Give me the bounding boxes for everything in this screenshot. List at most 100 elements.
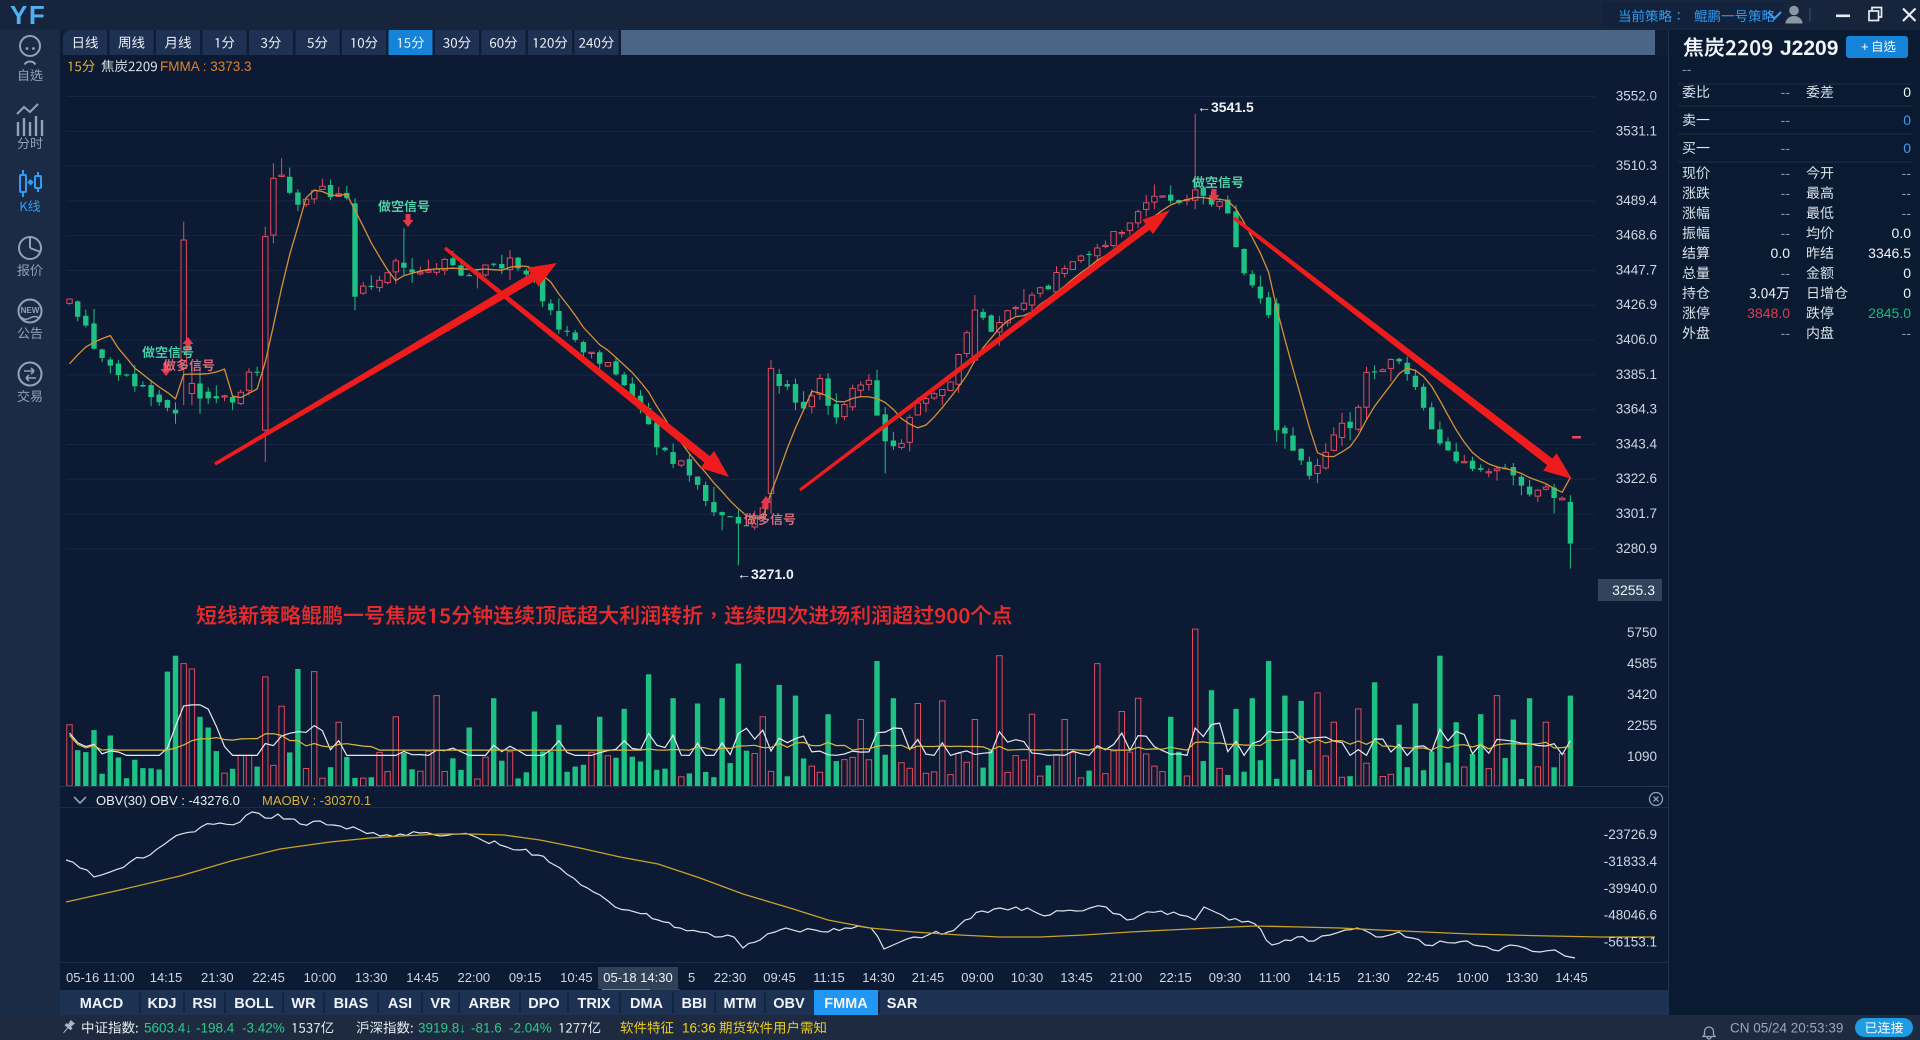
svg-text:3468.6: 3468.6 bbox=[1616, 228, 1657, 243]
svg-text:--: -- bbox=[1781, 265, 1791, 281]
svg-text:←3271.0: ←3271.0 bbox=[737, 566, 794, 582]
svg-text:5603.4↓: 5603.4↓ bbox=[144, 1021, 192, 1036]
svg-text:VR: VR bbox=[430, 996, 451, 1012]
svg-text:KDJ: KDJ bbox=[147, 996, 176, 1012]
svg-text:0: 0 bbox=[1903, 84, 1911, 100]
svg-text:3919.8↓: 3919.8↓ bbox=[418, 1021, 466, 1036]
svg-text:DPO: DPO bbox=[528, 996, 559, 1012]
svg-text:10:00: 10:00 bbox=[304, 970, 337, 985]
svg-text:DMA: DMA bbox=[630, 996, 664, 1012]
svg-text:11:15: 11:15 bbox=[813, 970, 845, 985]
svg-text:--: -- bbox=[1781, 205, 1791, 221]
svg-text:FMMA : 3373.3: FMMA : 3373.3 bbox=[160, 59, 252, 74]
svg-text:3364.3: 3364.3 bbox=[1616, 402, 1657, 417]
svg-text:BIAS: BIAS bbox=[334, 996, 369, 1012]
svg-text:--: -- bbox=[1781, 185, 1791, 201]
svg-text:--: -- bbox=[1781, 165, 1791, 181]
svg-text:13:30: 13:30 bbox=[355, 970, 388, 985]
svg-text:0: 0 bbox=[1903, 140, 1911, 156]
svg-text:-23726.9: -23726.9 bbox=[1604, 827, 1657, 842]
svg-text:09:00: 09:00 bbox=[961, 970, 994, 985]
svg-text:3426.9: 3426.9 bbox=[1616, 297, 1657, 312]
svg-text:3343.4: 3343.4 bbox=[1616, 437, 1658, 452]
svg-text:3301.7: 3301.7 bbox=[1616, 506, 1657, 521]
svg-text:←3541.5: ←3541.5 bbox=[1197, 99, 1254, 115]
svg-text:05-16 11:00: 05-16 11:00 bbox=[66, 970, 134, 985]
svg-text:3447.7: 3447.7 bbox=[1616, 263, 1657, 278]
svg-text:10:00: 10:00 bbox=[1456, 970, 1489, 985]
svg-text:0: 0 bbox=[1903, 285, 1911, 301]
svg-text:3420: 3420 bbox=[1627, 687, 1657, 702]
svg-text:--: -- bbox=[1781, 325, 1791, 341]
svg-text:TRIX: TRIX bbox=[577, 996, 610, 1012]
svg-text:3510.3: 3510.3 bbox=[1616, 158, 1657, 173]
svg-text:14:45: 14:45 bbox=[406, 970, 439, 985]
svg-text:BOLL: BOLL bbox=[234, 996, 274, 1012]
svg-text:14:30: 14:30 bbox=[862, 970, 895, 985]
svg-text:14:15: 14:15 bbox=[150, 970, 183, 985]
svg-text:0.0: 0.0 bbox=[1771, 245, 1791, 261]
svg-text:ARBR: ARBR bbox=[469, 996, 511, 1012]
svg-text:RSI: RSI bbox=[192, 996, 216, 1012]
svg-text:MTM: MTM bbox=[723, 996, 756, 1012]
svg-text:5: 5 bbox=[688, 970, 695, 985]
svg-text:22:15: 22:15 bbox=[1159, 970, 1192, 985]
svg-text:3848.0: 3848.0 bbox=[1747, 305, 1790, 321]
svg-text:14:45: 14:45 bbox=[1555, 970, 1588, 985]
svg-text:+: + bbox=[1861, 39, 1869, 54]
svg-text:MACD: MACD bbox=[80, 996, 124, 1012]
svg-text:-31833.4: -31833.4 bbox=[1604, 854, 1658, 869]
svg-text:FMMA: FMMA bbox=[824, 996, 868, 1012]
svg-text:0.0: 0.0 bbox=[1892, 225, 1912, 241]
svg-text:MAOBV : -30370.1: MAOBV : -30370.1 bbox=[262, 793, 371, 808]
svg-text:11:00: 11:00 bbox=[1259, 970, 1291, 985]
svg-text:--: -- bbox=[1781, 84, 1791, 100]
svg-text:0: 0 bbox=[1903, 265, 1911, 281]
svg-text:10:30: 10:30 bbox=[1011, 970, 1044, 985]
svg-text:--: -- bbox=[1902, 325, 1912, 341]
svg-text:09:30: 09:30 bbox=[1209, 970, 1242, 985]
svg-text:-2.04%: -2.04% bbox=[509, 1021, 552, 1036]
svg-text:3552.0: 3552.0 bbox=[1616, 89, 1657, 104]
svg-text:3255.3: 3255.3 bbox=[1612, 582, 1655, 598]
svg-text:21:45: 21:45 bbox=[912, 970, 945, 985]
svg-text:09:15: 09:15 bbox=[509, 970, 542, 985]
svg-text:SAR: SAR bbox=[887, 996, 918, 1012]
svg-text:--: -- bbox=[1902, 165, 1912, 181]
svg-text:BBI: BBI bbox=[682, 996, 707, 1012]
svg-text:0: 0 bbox=[1903, 112, 1911, 128]
svg-text:J2209: J2209 bbox=[1780, 37, 1838, 60]
svg-text:22:00: 22:00 bbox=[458, 970, 491, 985]
svg-text:21:00: 21:00 bbox=[1110, 970, 1143, 985]
svg-text:10:45: 10:45 bbox=[560, 970, 593, 985]
svg-text:-56153.1: -56153.1 bbox=[1604, 935, 1657, 950]
svg-text:13:30: 13:30 bbox=[1506, 970, 1539, 985]
svg-text:21:30: 21:30 bbox=[201, 970, 234, 985]
svg-text:1090: 1090 bbox=[1627, 749, 1657, 764]
svg-text:-48046.6: -48046.6 bbox=[1604, 908, 1657, 923]
svg-text:--: -- bbox=[1902, 185, 1912, 201]
svg-text:3322.6: 3322.6 bbox=[1616, 471, 1657, 486]
svg-text:3280.9: 3280.9 bbox=[1616, 541, 1657, 556]
svg-text:OBV: OBV bbox=[773, 996, 805, 1012]
svg-text:-39940.0: -39940.0 bbox=[1604, 881, 1657, 896]
svg-text:--: -- bbox=[1902, 205, 1912, 221]
svg-text:5750: 5750 bbox=[1627, 625, 1657, 640]
svg-text:22:30: 22:30 bbox=[714, 970, 747, 985]
svg-text:NEW: NEW bbox=[21, 306, 40, 315]
svg-text:OBV(30) OBV : -43276.0: OBV(30) OBV : -43276.0 bbox=[96, 793, 240, 808]
svg-text:2255: 2255 bbox=[1627, 718, 1657, 733]
svg-text:--: -- bbox=[1781, 225, 1791, 241]
svg-text:09:45: 09:45 bbox=[763, 970, 796, 985]
svg-text:13:45: 13:45 bbox=[1060, 970, 1093, 985]
svg-text:4585: 4585 bbox=[1627, 656, 1657, 671]
svg-text:-81.6: -81.6 bbox=[471, 1021, 502, 1036]
svg-text:3385.1: 3385.1 bbox=[1616, 367, 1657, 382]
svg-text:WR: WR bbox=[291, 996, 316, 1012]
svg-text:22:45: 22:45 bbox=[1407, 970, 1440, 985]
svg-text:14:15: 14:15 bbox=[1308, 970, 1341, 985]
svg-text:--: -- bbox=[1781, 112, 1791, 128]
svg-text:05-18 14:30: 05-18 14:30 bbox=[603, 970, 672, 985]
svg-text:-3.42%: -3.42% bbox=[242, 1021, 285, 1036]
svg-text:CN 05/24 20:53:39: CN 05/24 20:53:39 bbox=[1730, 1021, 1843, 1036]
